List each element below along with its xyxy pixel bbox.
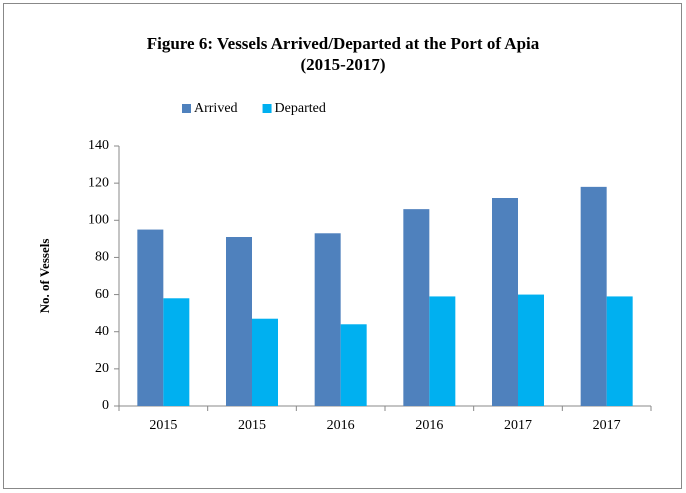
x-tick-label: 2015 bbox=[149, 418, 177, 433]
y-axis-label: No. of Vessels bbox=[37, 239, 52, 314]
y-tick-label: 140 bbox=[88, 138, 109, 153]
chart-title: (2015-2017) bbox=[301, 55, 386, 74]
chart-frame bbox=[3, 3, 682, 489]
y-tick-label: 80 bbox=[95, 250, 109, 265]
bar bbox=[580, 186, 607, 406]
bar bbox=[252, 318, 278, 406]
x-tick-label: 2016 bbox=[327, 418, 355, 433]
bar bbox=[226, 237, 252, 406]
x-tick-label: 2017 bbox=[504, 418, 532, 433]
bar bbox=[314, 233, 341, 406]
y-tick-label: 120 bbox=[88, 175, 109, 190]
bar bbox=[518, 294, 544, 406]
bar bbox=[492, 198, 518, 406]
legend-label: Arrived bbox=[194, 101, 238, 116]
legend-swatch bbox=[262, 104, 272, 113]
x-tick-label: 2015 bbox=[238, 418, 266, 433]
x-tick-label: 2016 bbox=[415, 418, 443, 433]
bar bbox=[606, 296, 633, 406]
bar bbox=[340, 324, 367, 406]
y-tick-label: 20 bbox=[95, 361, 109, 376]
y-tick-label: 60 bbox=[95, 287, 109, 302]
bar bbox=[429, 296, 456, 406]
legend-label: Departed bbox=[275, 101, 326, 116]
x-tick-label: 2017 bbox=[593, 418, 621, 433]
y-tick-label: 40 bbox=[95, 324, 109, 339]
chart-title: Figure 6: Vessels Arrived/Departed at th… bbox=[147, 34, 540, 53]
bar bbox=[403, 209, 430, 406]
y-tick-label: 0 bbox=[102, 398, 109, 413]
bar bbox=[137, 229, 164, 406]
legend-swatch bbox=[182, 104, 191, 113]
bar bbox=[163, 298, 190, 406]
y-tick-label: 100 bbox=[88, 213, 109, 228]
